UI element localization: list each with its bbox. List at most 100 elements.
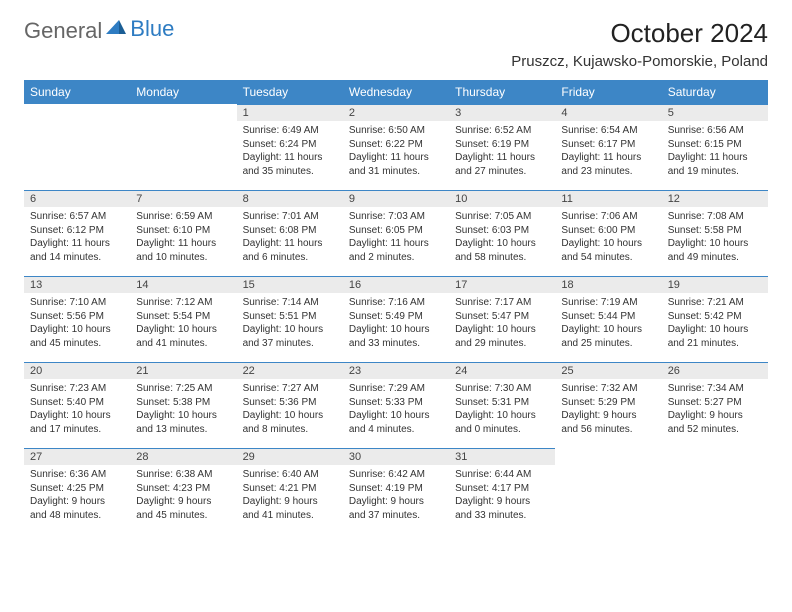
- day-number: 10: [449, 190, 555, 207]
- day-number: 1: [237, 104, 343, 121]
- calendar-day-cell: 20Sunrise: 7:23 AMSunset: 5:40 PMDayligh…: [24, 362, 130, 448]
- day-number: 31: [449, 448, 555, 465]
- page-header: General Blue October 2024 Pruszcz, Kujaw…: [24, 18, 768, 70]
- calendar-day-cell: 28Sunrise: 6:38 AMSunset: 4:23 PMDayligh…: [130, 448, 236, 534]
- day-details: Sunrise: 6:52 AMSunset: 6:19 PMDaylight:…: [449, 121, 555, 182]
- calendar-day-cell: 9Sunrise: 7:03 AMSunset: 6:05 PMDaylight…: [343, 190, 449, 276]
- day-details: Sunrise: 6:54 AMSunset: 6:17 PMDaylight:…: [555, 121, 661, 182]
- calendar-day-cell: .: [662, 448, 768, 534]
- day-number: 18: [555, 276, 661, 293]
- calendar-week-row: 20Sunrise: 7:23 AMSunset: 5:40 PMDayligh…: [24, 362, 768, 448]
- day-details: Sunrise: 7:17 AMSunset: 5:47 PMDaylight:…: [449, 293, 555, 354]
- calendar-day-cell: 25Sunrise: 7:32 AMSunset: 5:29 PMDayligh…: [555, 362, 661, 448]
- day-details: Sunrise: 7:05 AMSunset: 6:03 PMDaylight:…: [449, 207, 555, 268]
- calendar-day-cell: .: [24, 104, 130, 190]
- weekday-header: Thursday: [449, 80, 555, 104]
- weekday-header: Saturday: [662, 80, 768, 104]
- day-number: 8: [237, 190, 343, 207]
- day-details: Sunrise: 7:12 AMSunset: 5:54 PMDaylight:…: [130, 293, 236, 354]
- day-number: 7: [130, 190, 236, 207]
- calendar-table: SundayMondayTuesdayWednesdayThursdayFrid…: [24, 80, 768, 534]
- calendar-day-cell: 30Sunrise: 6:42 AMSunset: 4:19 PMDayligh…: [343, 448, 449, 534]
- day-number: 28: [130, 448, 236, 465]
- calendar-day-cell: 1Sunrise: 6:49 AMSunset: 6:24 PMDaylight…: [237, 104, 343, 190]
- day-details: Sunrise: 7:21 AMSunset: 5:42 PMDaylight:…: [662, 293, 768, 354]
- day-number: 19: [662, 276, 768, 293]
- day-number: 21: [130, 362, 236, 379]
- day-details: Sunrise: 7:14 AMSunset: 5:51 PMDaylight:…: [237, 293, 343, 354]
- location-text: Pruszcz, Kujawsko-Pomorskie, Poland: [511, 53, 768, 70]
- day-number: 14: [130, 276, 236, 293]
- calendar-day-cell: 10Sunrise: 7:05 AMSunset: 6:03 PMDayligh…: [449, 190, 555, 276]
- calendar-day-cell: 24Sunrise: 7:30 AMSunset: 5:31 PMDayligh…: [449, 362, 555, 448]
- day-details: Sunrise: 7:34 AMSunset: 5:27 PMDaylight:…: [662, 379, 768, 440]
- day-number: 27: [24, 448, 130, 465]
- calendar-week-row: 6Sunrise: 6:57 AMSunset: 6:12 PMDaylight…: [24, 190, 768, 276]
- calendar-day-cell: 17Sunrise: 7:17 AMSunset: 5:47 PMDayligh…: [449, 276, 555, 362]
- calendar-day-cell: 11Sunrise: 7:06 AMSunset: 6:00 PMDayligh…: [555, 190, 661, 276]
- calendar-day-cell: 15Sunrise: 7:14 AMSunset: 5:51 PMDayligh…: [237, 276, 343, 362]
- day-details: Sunrise: 7:01 AMSunset: 6:08 PMDaylight:…: [237, 207, 343, 268]
- calendar-week-row: 13Sunrise: 7:10 AMSunset: 5:56 PMDayligh…: [24, 276, 768, 362]
- day-details: Sunrise: 6:38 AMSunset: 4:23 PMDaylight:…: [130, 465, 236, 526]
- calendar-day-cell: 23Sunrise: 7:29 AMSunset: 5:33 PMDayligh…: [343, 362, 449, 448]
- day-details: Sunrise: 7:16 AMSunset: 5:49 PMDaylight:…: [343, 293, 449, 354]
- day-details: Sunrise: 7:19 AMSunset: 5:44 PMDaylight:…: [555, 293, 661, 354]
- calendar-day-cell: .: [130, 104, 236, 190]
- calendar-day-cell: .: [555, 448, 661, 534]
- day-details: Sunrise: 7:25 AMSunset: 5:38 PMDaylight:…: [130, 379, 236, 440]
- calendar-day-cell: 19Sunrise: 7:21 AMSunset: 5:42 PMDayligh…: [662, 276, 768, 362]
- day-number: 6: [24, 190, 130, 207]
- calendar-day-cell: 3Sunrise: 6:52 AMSunset: 6:19 PMDaylight…: [449, 104, 555, 190]
- calendar-day-cell: 27Sunrise: 6:36 AMSunset: 4:25 PMDayligh…: [24, 448, 130, 534]
- logo-text-general: General: [24, 18, 102, 44]
- calendar-day-cell: 8Sunrise: 7:01 AMSunset: 6:08 PMDaylight…: [237, 190, 343, 276]
- weekday-header: Sunday: [24, 80, 130, 104]
- day-number: 29: [237, 448, 343, 465]
- calendar-day-cell: 7Sunrise: 6:59 AMSunset: 6:10 PMDaylight…: [130, 190, 236, 276]
- calendar-page: General Blue October 2024 Pruszcz, Kujaw…: [0, 0, 792, 552]
- day-number: 16: [343, 276, 449, 293]
- day-details: Sunrise: 6:59 AMSunset: 6:10 PMDaylight:…: [130, 207, 236, 268]
- day-details: Sunrise: 6:56 AMSunset: 6:15 PMDaylight:…: [662, 121, 768, 182]
- logo-text-blue: Blue: [130, 16, 174, 42]
- weekday-header-row: SundayMondayTuesdayWednesdayThursdayFrid…: [24, 80, 768, 104]
- day-number: 9: [343, 190, 449, 207]
- day-details: Sunrise: 6:49 AMSunset: 6:24 PMDaylight:…: [237, 121, 343, 182]
- day-number: 24: [449, 362, 555, 379]
- day-details: Sunrise: 6:40 AMSunset: 4:21 PMDaylight:…: [237, 465, 343, 526]
- calendar-day-cell: 31Sunrise: 6:44 AMSunset: 4:17 PMDayligh…: [449, 448, 555, 534]
- day-number: 12: [662, 190, 768, 207]
- day-details: Sunrise: 6:50 AMSunset: 6:22 PMDaylight:…: [343, 121, 449, 182]
- weekday-header: Tuesday: [237, 80, 343, 104]
- day-number: 22: [237, 362, 343, 379]
- title-block: October 2024 Pruszcz, Kujawsko-Pomorskie…: [511, 18, 768, 70]
- day-details: Sunrise: 7:08 AMSunset: 5:58 PMDaylight:…: [662, 207, 768, 268]
- calendar-day-cell: 16Sunrise: 7:16 AMSunset: 5:49 PMDayligh…: [343, 276, 449, 362]
- day-number: 17: [449, 276, 555, 293]
- calendar-week-row: 27Sunrise: 6:36 AMSunset: 4:25 PMDayligh…: [24, 448, 768, 534]
- calendar-day-cell: 18Sunrise: 7:19 AMSunset: 5:44 PMDayligh…: [555, 276, 661, 362]
- day-details: Sunrise: 7:10 AMSunset: 5:56 PMDaylight:…: [24, 293, 130, 354]
- day-details: Sunrise: 6:57 AMSunset: 6:12 PMDaylight:…: [24, 207, 130, 268]
- calendar-day-cell: 5Sunrise: 6:56 AMSunset: 6:15 PMDaylight…: [662, 104, 768, 190]
- calendar-day-cell: 13Sunrise: 7:10 AMSunset: 5:56 PMDayligh…: [24, 276, 130, 362]
- day-number: 11: [555, 190, 661, 207]
- calendar-week-row: ..1Sunrise: 6:49 AMSunset: 6:24 PMDaylig…: [24, 104, 768, 190]
- day-number: 26: [662, 362, 768, 379]
- day-details: Sunrise: 7:03 AMSunset: 6:05 PMDaylight:…: [343, 207, 449, 268]
- weekday-header: Monday: [130, 80, 236, 104]
- calendar-day-cell: 4Sunrise: 6:54 AMSunset: 6:17 PMDaylight…: [555, 104, 661, 190]
- weekday-header: Friday: [555, 80, 661, 104]
- day-number: 3: [449, 104, 555, 121]
- day-details: Sunrise: 6:42 AMSunset: 4:19 PMDaylight:…: [343, 465, 449, 526]
- day-details: Sunrise: 7:32 AMSunset: 5:29 PMDaylight:…: [555, 379, 661, 440]
- day-details: Sunrise: 7:29 AMSunset: 5:33 PMDaylight:…: [343, 379, 449, 440]
- day-details: Sunrise: 7:27 AMSunset: 5:36 PMDaylight:…: [237, 379, 343, 440]
- day-number: 23: [343, 362, 449, 379]
- day-details: Sunrise: 7:23 AMSunset: 5:40 PMDaylight:…: [24, 379, 130, 440]
- calendar-body: ..1Sunrise: 6:49 AMSunset: 6:24 PMDaylig…: [24, 104, 768, 534]
- day-number: 15: [237, 276, 343, 293]
- logo: General Blue: [24, 18, 174, 44]
- day-number: 30: [343, 448, 449, 465]
